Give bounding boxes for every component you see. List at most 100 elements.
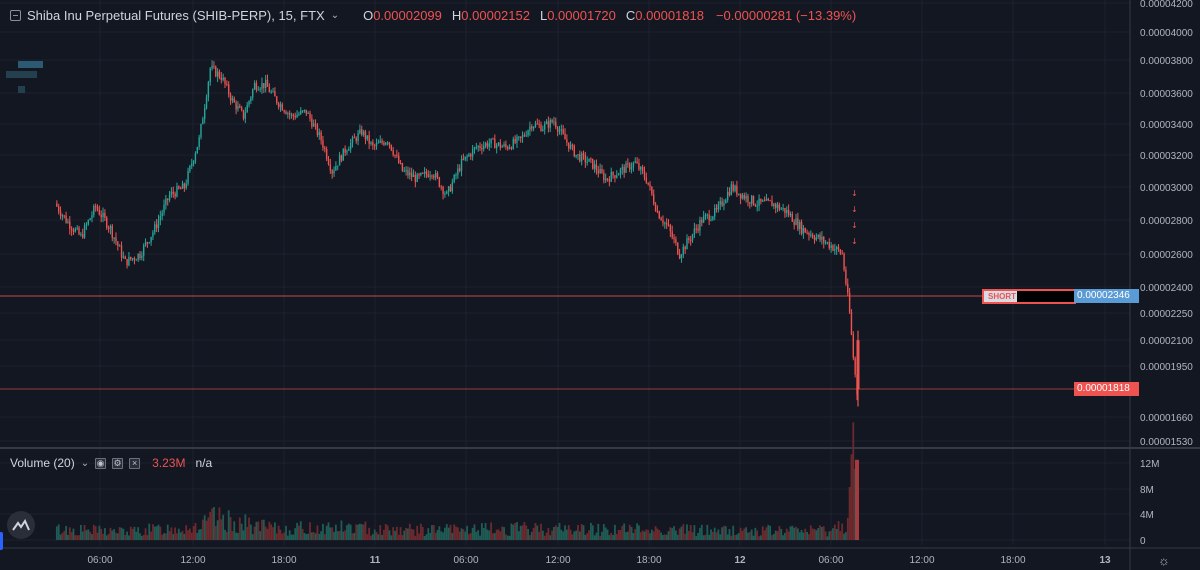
candle-body <box>580 153 583 162</box>
volume-bar <box>329 527 332 540</box>
time-axis[interactable]: 06:00 12:00 18:00 11 06:00 12:00 18:00 12 06:00 1… <box>87 555 1111 566</box>
volume-bar <box>678 528 681 540</box>
candle-body <box>161 212 163 217</box>
candle-body <box>388 142 391 145</box>
candle-body <box>237 106 239 110</box>
volume-bar <box>371 534 374 540</box>
gear-icon[interactable]: ⚙ <box>112 457 124 469</box>
short-position-label[interactable]: SHORT <box>982 289 1076 304</box>
volume-bar <box>174 527 177 540</box>
volume-bar <box>451 532 454 540</box>
volume-bar <box>194 522 197 540</box>
tradingview-logo-icon[interactable] <box>7 511 35 539</box>
candle-body <box>458 168 461 171</box>
volume-title[interactable]: Volume (20) <box>10 456 75 470</box>
volume-tick-label: 8M <box>1140 485 1154 496</box>
candle-body <box>538 124 540 126</box>
volume-bar <box>290 534 293 540</box>
candle-body <box>776 204 779 208</box>
candle-body <box>636 161 638 164</box>
volume-bar <box>164 533 167 540</box>
candle-body <box>510 147 513 149</box>
candle-body <box>301 110 304 112</box>
volume-bar <box>534 522 537 540</box>
candle-body <box>416 174 418 182</box>
volume-bar <box>482 528 485 540</box>
volume-bar <box>774 530 777 540</box>
close-icon[interactable]: × <box>129 457 141 469</box>
volume-ma-value: n/a <box>195 456 213 470</box>
settings-gear-icon[interactable]: ☼ <box>1158 553 1170 568</box>
candle-body <box>800 221 803 234</box>
volume-bar <box>525 525 528 540</box>
volume-bar <box>833 524 836 540</box>
candle-body <box>582 153 585 156</box>
candle-body <box>76 227 78 229</box>
candle-body <box>290 114 293 116</box>
symbol-title[interactable]: Shiba Inu Perpetual Futures (SHIB-PERP),… <box>27 7 325 23</box>
volume-bar <box>384 523 387 540</box>
drawing-object[interactable] <box>18 61 43 68</box>
volume-bar <box>346 525 348 540</box>
candle-body <box>410 172 413 177</box>
volume-axis[interactable]: 12M 8M 4M 0 <box>1140 459 1159 547</box>
candle-body <box>187 171 189 184</box>
candle-body <box>630 167 633 170</box>
volume-bar <box>144 528 147 540</box>
sell-arrow-icon: ↓ <box>851 189 858 198</box>
volume-bar <box>198 529 201 540</box>
candle-body <box>649 184 651 187</box>
candle-body <box>106 217 108 228</box>
volume-bar <box>675 530 677 540</box>
volume-bar <box>723 525 725 540</box>
candle-body <box>579 154 581 162</box>
candle-body <box>592 158 594 169</box>
volume-bar <box>431 525 433 540</box>
price-tick-label: 0.00001660 <box>1140 413 1193 424</box>
candle-body <box>305 109 308 114</box>
candle-body <box>499 142 502 148</box>
candle-body <box>606 178 609 180</box>
price-axis[interactable]: 0.00004200 0.00004000 0.00003800 0.00003600… <box>1140 0 1193 448</box>
volume-bar <box>298 525 300 540</box>
candle-body <box>394 154 396 156</box>
candle-body <box>532 126 535 129</box>
candle-body <box>710 219 712 221</box>
candle-body <box>155 224 158 229</box>
time-tick-label: 13 <box>1099 555 1111 566</box>
volume-bar <box>663 534 666 540</box>
chevron-down-icon[interactable]: ⌄ <box>330 9 340 21</box>
collapse-legend-icon[interactable] <box>10 9 21 21</box>
time-tick-label: 06:00 <box>87 555 112 566</box>
volume-bar <box>427 528 430 540</box>
volume-bar <box>652 531 655 540</box>
candle-body <box>604 178 607 181</box>
symbol-legend[interactable]: Shiba Inu Perpetual Futures (SHIB-PERP),… <box>10 4 856 26</box>
volume-bar <box>684 533 687 540</box>
candle-body <box>693 228 696 235</box>
candle-body <box>512 139 514 149</box>
drawing-object[interactable] <box>18 86 25 93</box>
candle-body <box>128 256 130 266</box>
candle-body <box>364 131 367 140</box>
candle-body <box>444 193 446 195</box>
candle-body <box>226 83 228 85</box>
candle-body <box>773 203 775 207</box>
candle-body <box>771 200 773 207</box>
volume-bar <box>338 531 341 540</box>
sidebar-toggle[interactable] <box>0 532 3 550</box>
volume-bar <box>316 525 319 540</box>
eye-icon[interactable]: ◉ <box>95 457 107 469</box>
drawing-object[interactable] <box>6 71 37 78</box>
candle-body <box>61 215 64 217</box>
candle-body <box>734 185 736 191</box>
candle-body <box>109 226 112 229</box>
volume-legend[interactable]: Volume (20) ⌄ ◉ ⚙ × 3.23M n/a <box>10 455 212 471</box>
candle-body <box>747 195 749 203</box>
candle-body <box>658 211 660 219</box>
candle-body <box>152 232 154 237</box>
volume-bar <box>139 533 141 540</box>
chevron-down-icon[interactable]: ⌄ <box>80 457 90 469</box>
volume-bar <box>815 530 818 540</box>
